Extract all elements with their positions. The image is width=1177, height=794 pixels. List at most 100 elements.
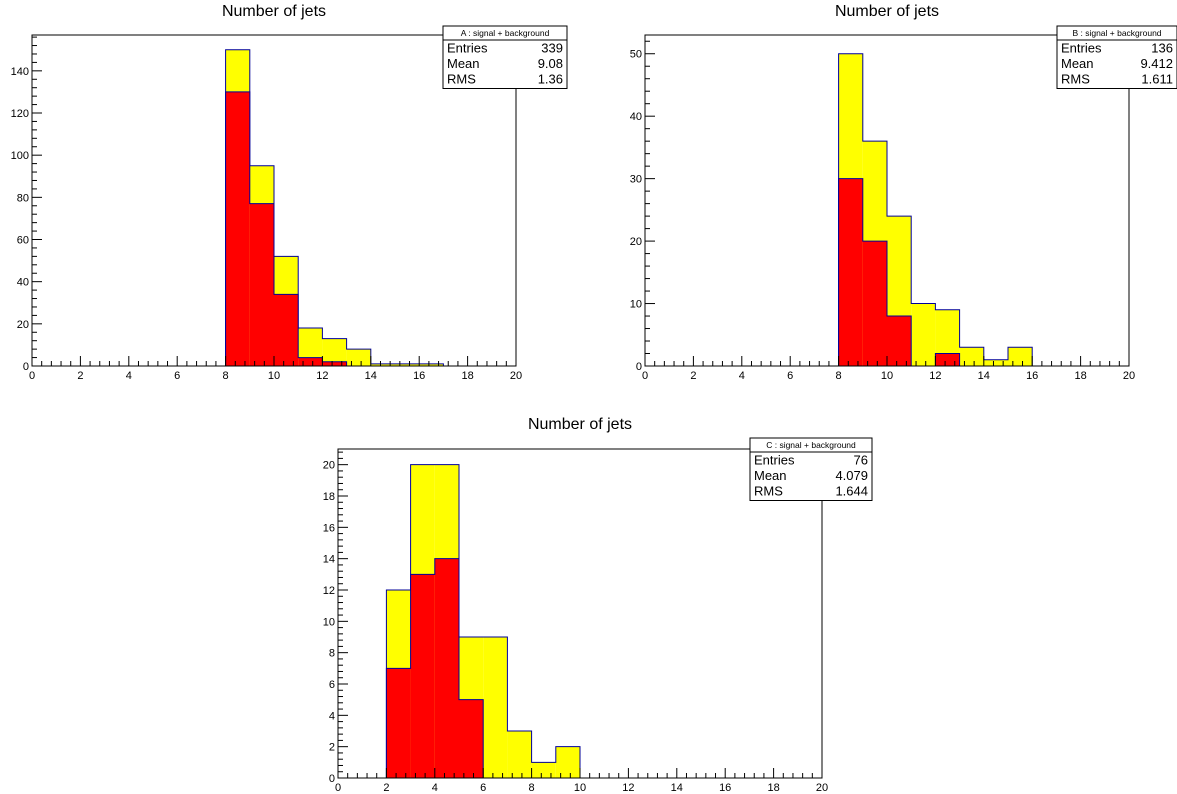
y-tick-label: 0 bbox=[329, 773, 335, 785]
histogram-bar bbox=[346, 349, 371, 366]
stats-label: Mean bbox=[754, 468, 787, 483]
y-tick-label: 120 bbox=[11, 108, 29, 120]
y-tick-label: 12 bbox=[323, 585, 335, 597]
x-tick-label: 18 bbox=[461, 370, 473, 382]
histogram-outline bbox=[385, 464, 581, 778]
histogram-bar bbox=[434, 558, 459, 778]
stats-label: RMS bbox=[754, 484, 783, 499]
stats-label: Entries bbox=[447, 41, 488, 56]
y-tick-label: 80 bbox=[17, 192, 29, 204]
x-tick-label: 20 bbox=[816, 782, 828, 794]
y-tick-label: 4 bbox=[329, 710, 335, 722]
x-tick-label: 8 bbox=[836, 370, 842, 382]
chart-title: Number of jets bbox=[528, 416, 632, 433]
y-tick-label: 10 bbox=[323, 616, 335, 628]
y-tick-label: 20 bbox=[17, 319, 29, 331]
histogram-bar bbox=[555, 746, 580, 778]
histogram-outline bbox=[838, 53, 1033, 366]
stats-label: Mean bbox=[447, 56, 480, 71]
stats-label: RMS bbox=[447, 72, 476, 87]
histogram-bar bbox=[911, 303, 936, 366]
stats-box: C : signal + background Entries 76 Mean 4.07… bbox=[749, 437, 873, 501]
x-tick-label: 12 bbox=[622, 782, 634, 794]
x-tick-label: 12 bbox=[316, 370, 328, 382]
x-tick-label: 10 bbox=[268, 370, 280, 382]
series-signal bbox=[838, 178, 1033, 367]
histogram-bar bbox=[459, 699, 484, 778]
x-tick-label: 18 bbox=[767, 782, 779, 794]
y-tick-label: 40 bbox=[630, 111, 642, 123]
stats-value: 1.611 bbox=[1141, 72, 1173, 87]
histogram-bar bbox=[935, 353, 960, 366]
stats-value: 76 bbox=[854, 453, 868, 468]
y-tick-label: 0 bbox=[636, 361, 642, 373]
stats-box-frame bbox=[749, 437, 873, 501]
histogram-bar bbox=[249, 203, 274, 366]
histogram-bar bbox=[386, 668, 411, 778]
x-tick-label: 8 bbox=[529, 782, 535, 794]
histogram-bar bbox=[862, 241, 887, 366]
histogram-bar bbox=[410, 574, 435, 778]
stats-box-frame bbox=[1056, 25, 1177, 89]
histogram-bar bbox=[274, 294, 299, 366]
x-tick-label: 16 bbox=[413, 370, 425, 382]
histogram-bar bbox=[395, 363, 420, 366]
y-tick-label: 30 bbox=[630, 174, 642, 186]
chart-title: Number of jets bbox=[835, 3, 939, 20]
y-tick-label: 140 bbox=[11, 66, 29, 78]
histogram-bar bbox=[483, 637, 508, 778]
x-tick-label: 4 bbox=[126, 370, 132, 382]
histogram-bar bbox=[507, 731, 532, 778]
x-tick-label: 0 bbox=[642, 370, 648, 382]
y-tick-label: 100 bbox=[11, 150, 29, 162]
stats-value: 9.08 bbox=[538, 56, 563, 71]
stats-header: A : signal + background bbox=[461, 28, 550, 38]
y-tick-label: 14 bbox=[323, 554, 335, 566]
x-tick-label: 6 bbox=[787, 370, 793, 382]
x-tick-label: 12 bbox=[929, 370, 941, 382]
y-tick-label: 18 bbox=[323, 491, 335, 503]
x-tick-label: 6 bbox=[174, 370, 180, 382]
stats-label: RMS bbox=[1061, 72, 1090, 87]
x-tick-label: 20 bbox=[510, 370, 522, 382]
y-tick-label: 40 bbox=[17, 277, 29, 289]
x-tick-label: 6 bbox=[480, 782, 486, 794]
x-tick-label: 18 bbox=[1074, 370, 1086, 382]
x-tick-label: 2 bbox=[383, 782, 389, 794]
x-tick-label: 16 bbox=[719, 782, 731, 794]
histogram-bar bbox=[298, 357, 323, 366]
stats-value: 9.412 bbox=[1140, 56, 1173, 71]
histogram-bar bbox=[983, 359, 1008, 366]
y-tick-label: 50 bbox=[630, 49, 642, 61]
histogram-bar bbox=[887, 316, 912, 366]
y-tick-label: 8 bbox=[329, 648, 335, 660]
histogram-bar bbox=[419, 363, 444, 366]
y-tick-label: 6 bbox=[329, 679, 335, 691]
y-tick-label: 60 bbox=[17, 235, 29, 247]
stats-value: 4.079 bbox=[835, 468, 868, 483]
x-tick-label: 4 bbox=[739, 370, 745, 382]
stats-box: B : signal + background Entries 136 Mean 9.4… bbox=[1056, 25, 1177, 89]
stats-value: 1.644 bbox=[835, 484, 868, 499]
histogram-bar bbox=[838, 178, 863, 366]
x-tick-label: 0 bbox=[335, 782, 341, 794]
series-signal bbox=[385, 558, 580, 779]
histogram-bar bbox=[370, 363, 395, 366]
x-tick-label: 8 bbox=[223, 370, 229, 382]
x-tick-label: 4 bbox=[432, 782, 438, 794]
x-tick-label: 0 bbox=[29, 370, 35, 382]
stats-value: 136 bbox=[1151, 41, 1173, 56]
x-tick-label: 2 bbox=[77, 370, 83, 382]
x-tick-label: 10 bbox=[574, 782, 586, 794]
y-tick-label: 16 bbox=[323, 522, 335, 534]
x-tick-label: 14 bbox=[365, 370, 377, 382]
histogram-panel-1: 0 2 4 6 8 10 12 14 16 18 20 0 20 40 60 80 100 120 140 Numbe… bbox=[11, 3, 568, 382]
chart-title: Number of jets bbox=[222, 3, 326, 20]
x-tick-label: 10 bbox=[881, 370, 893, 382]
y-tick-label: 10 bbox=[630, 299, 642, 311]
y-tick-label: 0 bbox=[23, 361, 29, 373]
stats-label: Entries bbox=[754, 453, 795, 468]
stats-value: 1.36 bbox=[538, 72, 563, 87]
stats-box-frame bbox=[442, 25, 568, 89]
